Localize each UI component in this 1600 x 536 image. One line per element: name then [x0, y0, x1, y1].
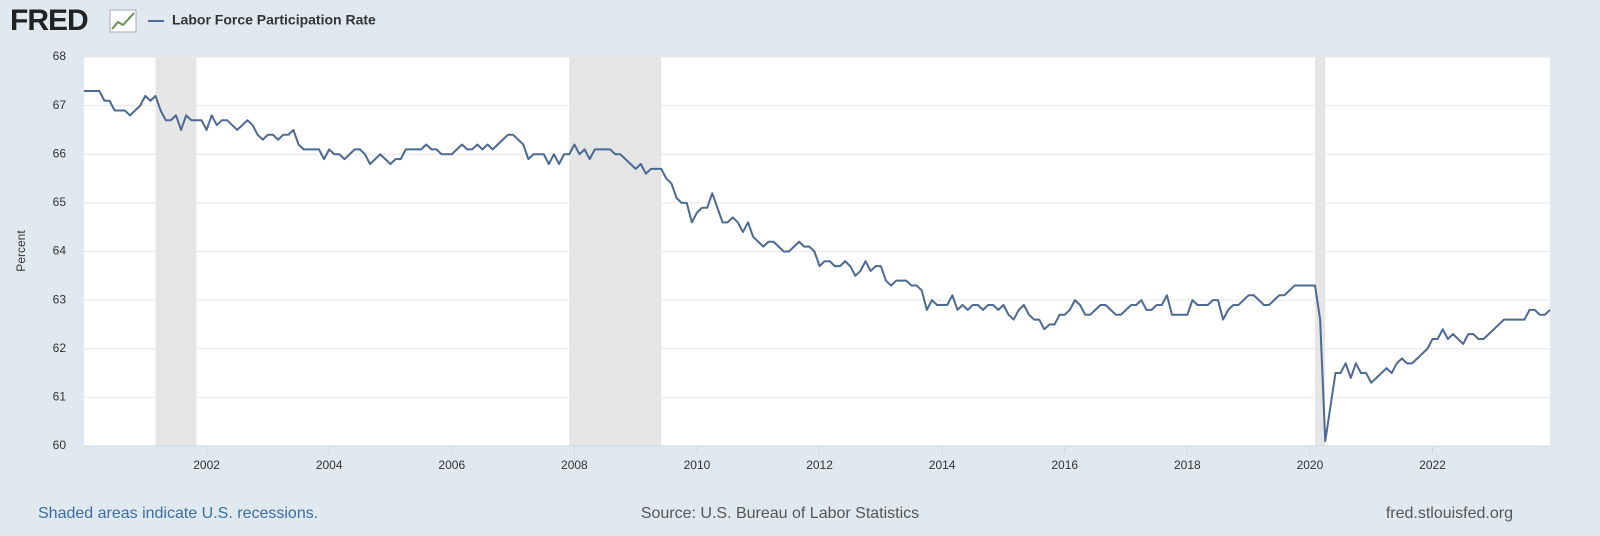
logo[interactable]: FRED	[10, 4, 89, 37]
y-tick-label: 66	[53, 146, 67, 160]
x-tick-label: 2006	[438, 458, 465, 472]
x-tick-label: 2016	[1051, 458, 1078, 472]
x-tick-label: 2020	[1297, 458, 1324, 472]
site[interactable]: fred.stlouisfed.org	[1386, 505, 1513, 522]
y-tick-label: 62	[53, 341, 67, 355]
y-tick-label: 60	[53, 438, 67, 452]
y-axis-label: Percent	[14, 230, 28, 272]
x-tick-label: 2022	[1419, 458, 1446, 472]
x-tick-label: 2004	[316, 458, 343, 472]
series-line	[84, 90, 1551, 443]
x-tick-label: 2012	[806, 458, 833, 472]
y-tick-label: 68	[53, 49, 67, 63]
x-tick-label: 2014	[929, 458, 956, 472]
y-tick-label: 61	[53, 390, 67, 404]
y-tick-label: 67	[53, 98, 67, 112]
logo-icon	[109, 9, 137, 33]
recession-note: Shaded areas indicate U.S. recessions.	[38, 505, 318, 522]
x-tick-label: 2002	[193, 458, 220, 472]
legend-label: Labor Force Participation Rate	[172, 12, 376, 28]
y-tick-label: 65	[53, 195, 67, 209]
x-tick-label: 2008	[561, 458, 588, 472]
y-tick-label: 64	[53, 244, 67, 258]
x-tick-label: 2010	[684, 458, 711, 472]
source: Source: U.S. Bureau of Labor Statistics	[641, 505, 919, 522]
x-tick-label: 2018	[1174, 458, 1201, 472]
y-tick-label: 63	[53, 292, 67, 306]
